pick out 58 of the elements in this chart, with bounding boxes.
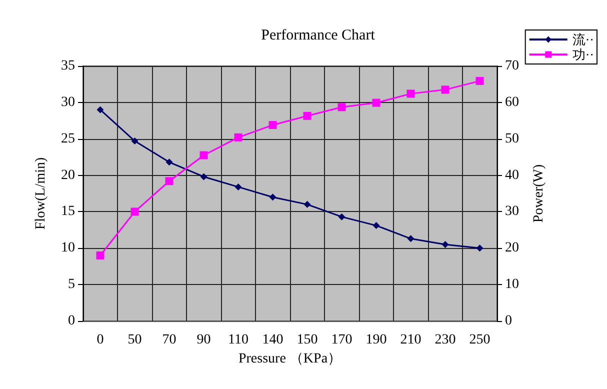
point xyxy=(338,103,346,112)
point xyxy=(96,251,104,260)
y2-tick-label: 60 xyxy=(505,94,519,110)
point xyxy=(131,138,138,145)
point xyxy=(442,241,449,248)
x-tick-label: 70 xyxy=(162,332,176,348)
y-tick-label: 30 xyxy=(61,94,75,110)
point xyxy=(96,106,104,114)
point xyxy=(304,200,311,208)
x-tick-label: 150 xyxy=(296,332,318,348)
y2-tick-label: 20 xyxy=(505,240,519,256)
y-tick-label: 25 xyxy=(61,131,75,146)
y2-tick-label: 40 xyxy=(505,168,519,183)
x-tick-label: 0 xyxy=(96,332,104,348)
y-tick-label: 5 xyxy=(68,277,75,292)
legend-label: 流·· xyxy=(572,32,594,47)
y-tick-label: 10 xyxy=(61,240,75,256)
y-tick-label: 0 xyxy=(68,314,75,328)
x-tick-label: 250 xyxy=(469,332,490,348)
y-tick-label: 35 xyxy=(61,58,75,74)
point xyxy=(234,183,242,190)
x-axis-title: Pressure （KPa） xyxy=(238,351,342,366)
x-tick-label: 230 xyxy=(434,332,456,348)
point xyxy=(372,222,380,230)
point xyxy=(441,86,450,94)
point xyxy=(200,173,208,180)
y-tick-label: 20 xyxy=(61,168,75,183)
point xyxy=(268,121,277,130)
x-tick-label: 170 xyxy=(331,332,352,348)
point xyxy=(338,213,346,220)
y-axis-title: Flow(L/min) xyxy=(34,157,48,230)
point xyxy=(165,177,174,186)
point xyxy=(372,98,380,107)
point xyxy=(476,244,484,252)
x-tick-label: 140 xyxy=(262,332,284,348)
y2-tick-label: 10 xyxy=(505,277,519,292)
x-tick-label: 50 xyxy=(128,332,142,348)
point xyxy=(269,194,276,201)
x-tick-label: 190 xyxy=(366,332,387,348)
point xyxy=(406,90,415,98)
point xyxy=(476,76,484,85)
y2-tick-label: 30 xyxy=(505,204,519,220)
y2-tick-label: 70 xyxy=(505,58,519,74)
y2-tick-label: 50 xyxy=(505,131,519,146)
x-tick-label: 210 xyxy=(400,332,422,348)
y-tick-label: 15 xyxy=(61,204,75,220)
chart-title: Performance Chart xyxy=(261,28,376,44)
point xyxy=(407,235,414,242)
x-tick-label: 110 xyxy=(228,332,248,348)
point xyxy=(234,133,242,142)
point xyxy=(130,208,139,216)
point xyxy=(166,158,173,166)
legend-label: 功·· xyxy=(572,47,594,62)
x-tick-label: 90 xyxy=(196,332,211,348)
point xyxy=(303,112,312,120)
point xyxy=(200,151,208,160)
y2-tick-label: 0 xyxy=(505,314,512,328)
y2-axis-title: Power(W) xyxy=(532,164,546,223)
